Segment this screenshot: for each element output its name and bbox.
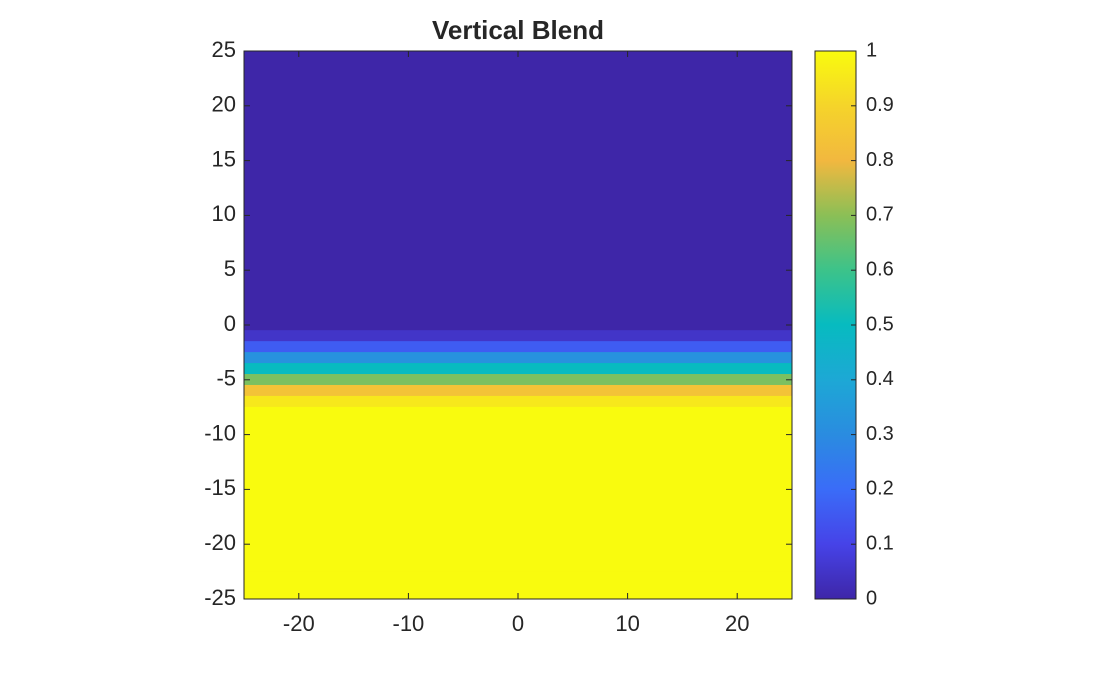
colorbar-tick-label: 1 — [866, 39, 877, 61]
heatmap-row — [244, 395, 792, 408]
heatmap-row — [244, 363, 792, 375]
x-tick-label: 0 — [512, 611, 524, 636]
colorbar-tick-label: 0.6 — [866, 258, 894, 280]
heatmap-row — [244, 198, 792, 211]
heatmap-row — [244, 286, 792, 298]
y-tick-label: 25 — [212, 37, 236, 62]
heatmap-row — [244, 582, 792, 594]
heatmap-cells — [244, 51, 792, 599]
colorbar-tick-label: 0.2 — [866, 478, 894, 500]
heatmap-row — [244, 374, 792, 386]
heatmap-row — [244, 78, 792, 90]
heatmap-row — [244, 100, 792, 112]
heatmap-row — [244, 516, 792, 529]
heatmap-row — [244, 384, 792, 397]
y-tick-label: 20 — [212, 92, 236, 117]
x-tick-label: 10 — [615, 611, 639, 636]
heatmap-row — [244, 417, 792, 430]
heatmap-row — [244, 330, 792, 342]
heatmap-row — [244, 461, 792, 474]
heatmap-row — [244, 483, 792, 496]
heatmap-row — [244, 132, 792, 145]
heatmap-row — [244, 264, 792, 276]
colorbar-tick-label: 0.1 — [866, 532, 894, 554]
heatmap-row — [244, 209, 792, 222]
colorbar-tick-label: 0.5 — [866, 313, 894, 335]
y-tick-label: 10 — [212, 201, 236, 226]
heatmap-row — [244, 472, 792, 485]
heatmap-row — [244, 231, 792, 244]
heatmap-row — [244, 67, 792, 79]
heatmap-row — [244, 450, 792, 463]
heatmap-row — [244, 308, 792, 320]
y-tick-label: -5 — [216, 366, 236, 391]
heatmap-row — [244, 89, 792, 101]
heatmap-row — [244, 220, 792, 233]
x-tick-label: -10 — [393, 611, 425, 636]
heatmap-row — [244, 275, 792, 287]
heatmap-row — [244, 538, 792, 550]
colorbar-tick-label: 0 — [866, 587, 877, 609]
y-tick-label: -15 — [204, 475, 236, 500]
heatmap-row — [244, 319, 792, 331]
colorbar-tick-label: 0.4 — [866, 368, 894, 390]
heatmap-row — [244, 527, 792, 540]
y-tick-label: 5 — [224, 256, 236, 281]
colorbar-tick-label: 0.9 — [866, 94, 894, 116]
heatmap-row — [244, 560, 792, 572]
heatmap-row — [244, 352, 792, 364]
y-tick-label: 0 — [224, 311, 236, 336]
heatmap-row — [244, 549, 792, 561]
heatmap-row — [244, 253, 792, 266]
heatmap-row — [244, 406, 792, 419]
colorbar-tick-label: 0.3 — [866, 423, 894, 445]
chart-title: Vertical Blend — [432, 15, 604, 45]
heatmap-row — [244, 110, 792, 123]
heatmap-row — [244, 494, 792, 507]
x-tick-label: -20 — [283, 611, 315, 636]
heatmap-row — [244, 297, 792, 309]
heatmap-row — [244, 176, 792, 189]
heatmap-row — [244, 187, 792, 200]
heatmap-row — [244, 56, 792, 68]
x-tick-label: 20 — [725, 611, 749, 636]
heatmap-row — [244, 428, 792, 441]
y-tick-label: -10 — [204, 420, 236, 445]
heatmap-row — [244, 242, 792, 255]
colorbar-tick-label: 0.7 — [866, 204, 894, 226]
y-tick-label: -25 — [204, 585, 236, 610]
heatmap-row — [244, 341, 792, 353]
heatmap-row — [244, 165, 792, 178]
y-tick-label: -20 — [204, 530, 236, 555]
heatmap-row — [244, 571, 792, 583]
y-tick-label: 15 — [212, 146, 236, 171]
heatmap-row — [244, 143, 792, 156]
heatmap-row — [244, 439, 792, 452]
colorbar — [814, 50, 857, 600]
heatmap-row — [244, 154, 792, 167]
heatmap-row — [244, 121, 792, 134]
colorbar-tick-label: 0.8 — [866, 149, 894, 171]
heatmap-row — [244, 505, 792, 518]
